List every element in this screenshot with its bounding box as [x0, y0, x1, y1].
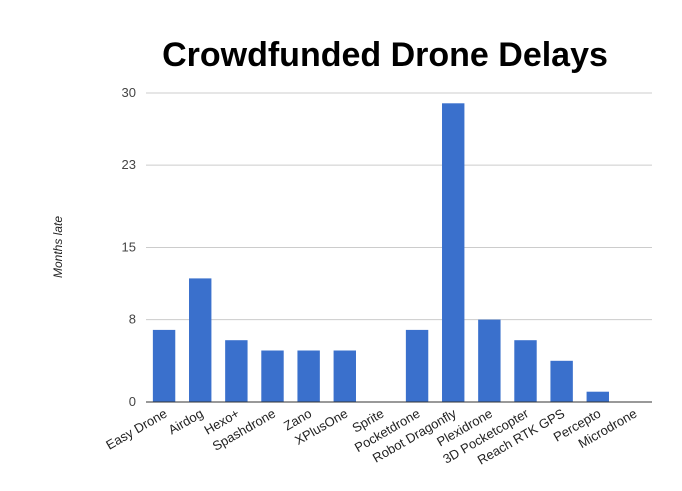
bar-easy-drone: [152, 329, 176, 402]
y-axis-ticks: 0 8 15 23 30: [122, 85, 136, 409]
x-tick-label: Airdog: [166, 406, 206, 438]
y-tick-label: 8: [129, 312, 136, 327]
bar-zano: [297, 350, 320, 402]
y-tick-label: 0: [129, 394, 136, 409]
bar-spashdrone: [261, 350, 284, 402]
bar-plexidrone: [478, 319, 501, 402]
bar-pocketdrone: [405, 329, 429, 402]
bar-reach-rtk-gps: [550, 360, 573, 402]
bars: [152, 103, 609, 403]
gridlines: [146, 92, 652, 403]
y-tick-label: 30: [122, 85, 136, 100]
y-axis-label: Months late: [51, 216, 65, 278]
bar-robot-dragonfly: [442, 103, 465, 403]
x-tick-label: Easy Drone: [103, 406, 169, 453]
bar-hexo-: [225, 340, 248, 402]
bar-percepto: [586, 391, 609, 402]
y-tick-label: 15: [122, 240, 136, 255]
bar-3d-pocketcopter: [514, 340, 537, 402]
y-tick-label: 23: [122, 157, 136, 172]
chart-title: Crowdfunded Drone Delays: [162, 36, 608, 74]
bar-airdog: [189, 278, 212, 402]
bar-xplusone: [333, 350, 356, 402]
